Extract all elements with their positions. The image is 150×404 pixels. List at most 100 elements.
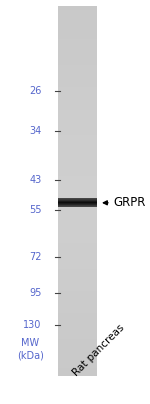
Bar [58,250,97,254]
Bar [58,253,97,257]
Bar [58,87,97,91]
Bar [58,198,97,199]
Bar [58,235,97,239]
Text: GRPR: GRPR [114,196,146,209]
Bar [58,102,97,106]
Bar [58,190,97,195]
Bar [58,183,97,187]
Text: 72: 72 [29,252,42,261]
Bar [58,201,97,202]
Bar [58,124,97,128]
Bar [58,13,97,17]
Bar [58,372,97,376]
Bar [58,324,97,328]
Bar [58,143,97,147]
Bar [58,98,97,102]
Bar [58,72,97,76]
Bar [58,360,97,365]
Bar [58,204,97,205]
Bar [58,246,97,250]
Bar [58,224,97,228]
Bar [58,54,97,58]
Bar [58,202,97,203]
Bar [58,128,97,132]
Bar [58,168,97,173]
Bar [58,220,97,224]
Bar [58,164,97,169]
Bar [58,113,97,117]
Bar [58,35,97,39]
Bar [58,213,97,217]
Bar [58,209,97,213]
Bar [58,203,97,204]
Bar [58,135,97,139]
Bar [58,294,97,298]
Text: 55: 55 [29,205,42,215]
Bar [58,276,97,280]
Bar [58,131,97,135]
Bar [58,327,97,331]
Text: Rat pancreas: Rat pancreas [70,322,126,378]
Bar [58,206,97,207]
Bar [58,201,97,202]
Bar [58,368,97,372]
Bar [58,309,97,313]
Bar [58,298,97,302]
Bar [58,357,97,361]
Bar [58,227,97,231]
Bar [58,146,97,150]
Bar [58,349,97,354]
Bar [58,187,97,191]
Bar [58,331,97,335]
Bar [58,6,97,10]
Text: 26: 26 [29,86,42,96]
Bar [58,39,97,43]
Bar [58,312,97,317]
Bar [58,205,97,209]
Bar [58,257,97,261]
Bar [58,117,97,121]
Bar [58,80,97,84]
Bar [58,109,97,113]
Bar [58,61,97,65]
Bar [58,150,97,154]
Bar [58,242,97,246]
Bar [58,339,97,343]
Text: 43: 43 [29,175,42,185]
Bar [58,105,97,109]
Bar [58,69,97,73]
Bar [58,238,97,243]
Bar [58,65,97,69]
Bar [58,28,97,32]
Bar [58,205,97,206]
Bar [58,179,97,183]
Bar [58,353,97,357]
Bar [58,95,97,99]
Bar [58,139,97,143]
Bar [58,76,97,80]
Bar [58,272,97,276]
Text: 130: 130 [23,320,42,330]
Bar [58,194,97,198]
Bar [58,198,97,202]
Bar [58,161,97,165]
Bar [58,279,97,283]
Bar [58,305,97,309]
Bar [58,21,97,25]
Bar [58,346,97,350]
Bar [58,90,97,95]
Bar [58,335,97,339]
Text: MW
(kDa): MW (kDa) [17,338,44,361]
Bar [58,205,97,206]
Bar [58,202,97,206]
Text: 34: 34 [29,126,42,136]
Bar [58,46,97,50]
Bar [58,290,97,295]
Bar [58,200,97,201]
Bar [58,364,97,368]
Bar [58,157,97,161]
Bar [58,172,97,176]
Bar [58,320,97,324]
Bar [58,342,97,346]
Bar [58,154,97,158]
